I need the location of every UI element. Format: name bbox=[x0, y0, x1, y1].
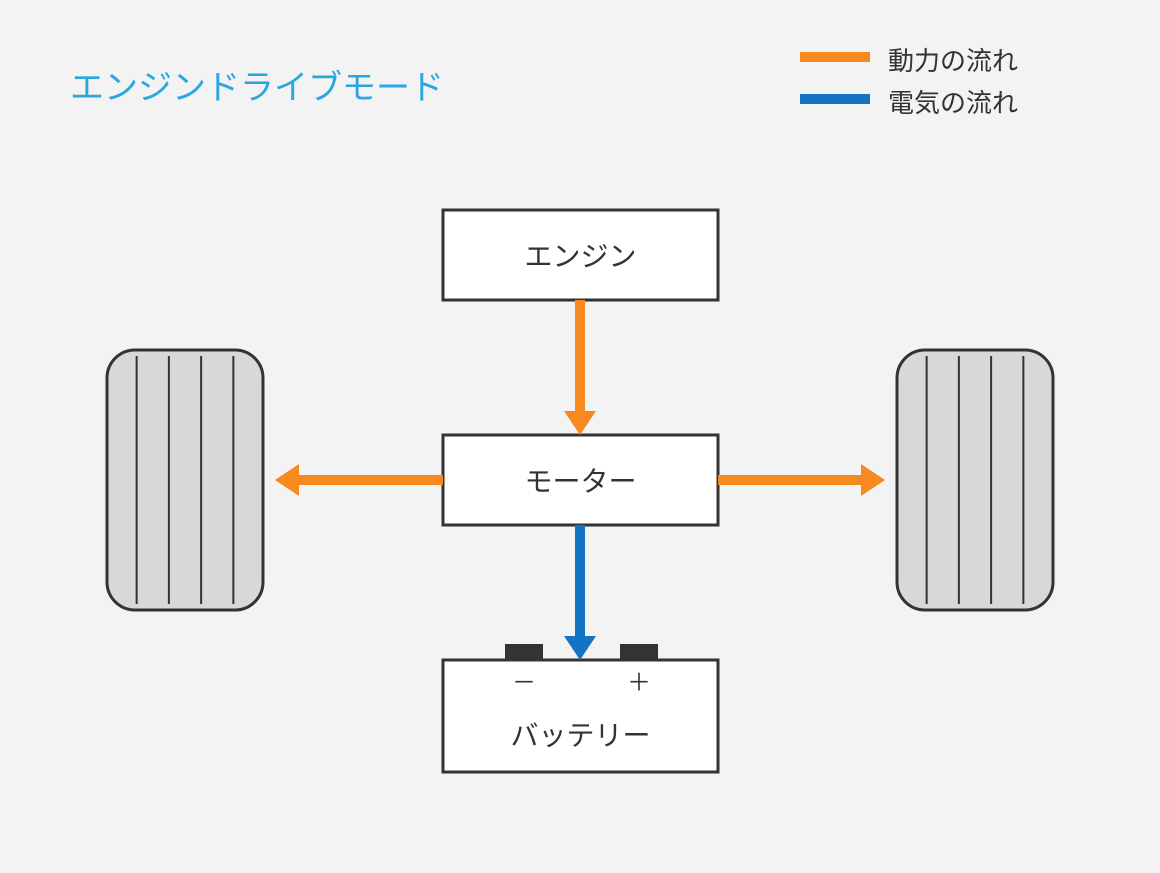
legend-item-electric-flow-label: 電気の流れ bbox=[888, 83, 1018, 120]
motor-node-label: モーター bbox=[524, 460, 636, 500]
engine-node-label: エンジン bbox=[524, 235, 636, 275]
battery-plus-terminal-label: ＋ bbox=[627, 663, 651, 698]
diagram-title: エンジンドライブモード bbox=[70, 60, 444, 109]
battery-node-label: バッテリー bbox=[510, 714, 650, 754]
battery-minus-terminal-label: － bbox=[512, 663, 536, 698]
legend-item-power-flow-label: 動力の流れ bbox=[888, 41, 1018, 78]
diagram-canvas: エンジンドライブモード 動力の流れ 電気の流れ エンジン モーター バッテリー … bbox=[0, 0, 1160, 873]
